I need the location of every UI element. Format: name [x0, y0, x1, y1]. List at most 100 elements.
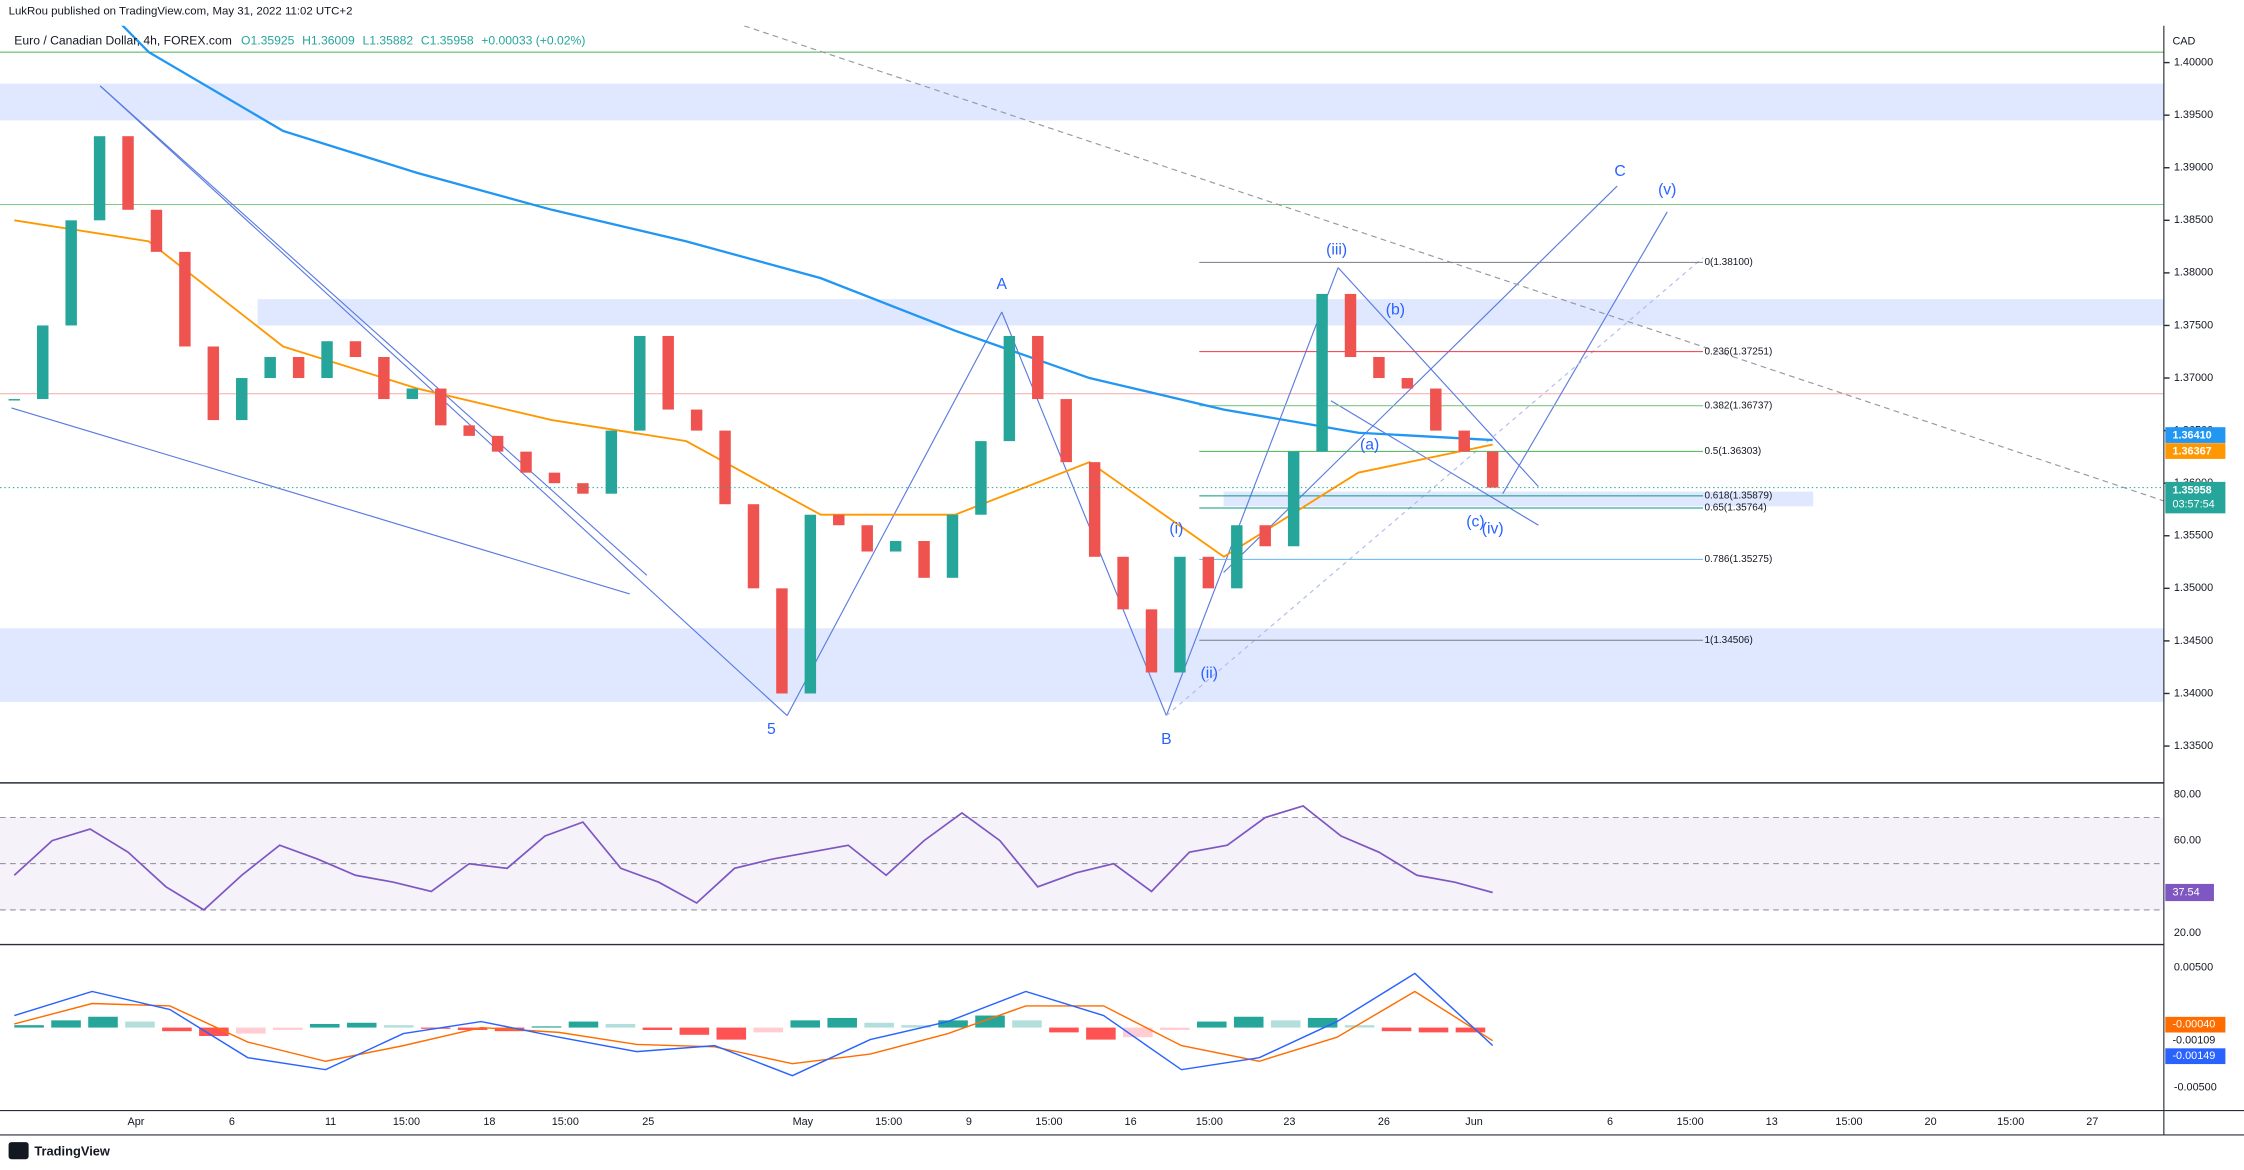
candle: [435, 388, 447, 426]
fib-label: 0.786(1.35275): [1704, 554, 1772, 565]
price-tick-label: 1.34000: [2174, 687, 2213, 699]
time-label: 6: [1607, 1116, 1613, 1128]
candle: [406, 388, 419, 400]
time-label: 15:00: [1196, 1116, 1223, 1128]
price-tick-label: 1.39500: [2174, 109, 2213, 121]
wave-label: C: [1614, 163, 1625, 180]
candle: [1316, 293, 1328, 452]
macd-bar: [1123, 1027, 1153, 1038]
time-label: 20: [1925, 1116, 1937, 1128]
fib-label: 0.382(1.36737): [1704, 400, 1772, 411]
countdown: 03:57:54: [2172, 499, 2214, 511]
trend-line: [11, 407, 630, 595]
macd-bar: [273, 1027, 303, 1030]
macd-bar: [790, 1020, 821, 1028]
candle: [292, 357, 305, 379]
macd-bar: [1381, 1027, 1412, 1032]
signal-line: [14, 990, 1494, 1065]
price-tag: [2165, 481, 2226, 514]
macd-bar: [1418, 1027, 1449, 1033]
price-tick-label: 1.33500: [2174, 740, 2213, 752]
price-tick-label: 1.37500: [2174, 319, 2213, 331]
macd-bar: [1160, 1027, 1190, 1030]
price-tick-label: 1.38000: [2174, 267, 2213, 279]
candle: [93, 136, 106, 221]
candle: [264, 357, 276, 379]
candle: [1088, 462, 1101, 557]
candle: [207, 346, 220, 421]
ohlc-low: L1.35882: [362, 34, 413, 48]
wave-label: (b): [1386, 302, 1405, 319]
macd-tick-label: 0.00500: [2174, 961, 2213, 973]
macd-bar: [938, 1020, 968, 1028]
time-label: 23: [1283, 1116, 1295, 1128]
price-tag: [2165, 427, 2226, 443]
macd-bar: [753, 1027, 784, 1033]
wave-label: 5: [767, 721, 776, 738]
candle: [690, 409, 703, 431]
macd-bar: [864, 1022, 894, 1028]
macd-bar: [346, 1022, 377, 1028]
macd-bar: [1049, 1027, 1079, 1033]
macd-bar: [605, 1023, 636, 1028]
candle: [1486, 451, 1499, 488]
macd-bar: [679, 1027, 710, 1035]
macd-bar: [1455, 1027, 1486, 1033]
symbol: Euro / Canadian Dollar, 4h, FOREX.com: [14, 34, 232, 48]
candle: [349, 341, 362, 358]
time-label: 27: [2086, 1116, 2098, 1128]
price-tick-label: 1.39000: [2174, 162, 2213, 174]
zone: [0, 628, 2164, 702]
macd-bar: [1307, 1017, 1338, 1028]
macd-bar: [1012, 1020, 1042, 1028]
macd-tag: [2165, 1032, 2226, 1049]
candle: [776, 588, 788, 694]
macd-bar: [88, 1016, 118, 1028]
macd-bar: [642, 1027, 673, 1030]
trend-line: [1165, 267, 1339, 716]
price-tick-label: 1.37000: [2174, 372, 2213, 384]
rsi-tag-label: 37.54: [2172, 886, 2199, 898]
candle: [37, 325, 49, 400]
candle: [833, 514, 845, 526]
macd-bar: [1233, 1016, 1264, 1028]
candle: [1430, 388, 1442, 431]
macd-tag-label: -0.00109: [2172, 1034, 2215, 1046]
time-label: May: [793, 1116, 814, 1128]
footer-brand: TradingView: [34, 1143, 111, 1158]
trend-line: [1001, 311, 1167, 716]
macd-bar: [309, 1023, 340, 1028]
time-label: 25: [642, 1116, 654, 1128]
macd-bar: [531, 1026, 562, 1028]
trend-line: [1502, 211, 1668, 495]
macd-bar: [1196, 1021, 1227, 1028]
trend-line: [1330, 400, 1539, 526]
macd-bar: [901, 1025, 931, 1028]
candle: [378, 357, 390, 400]
macd-bar: [716, 1027, 747, 1040]
candle: [1032, 335, 1044, 400]
time-label: 11: [325, 1116, 336, 1128]
fib-label: 1(1.34506): [1704, 635, 1752, 646]
trend-line-dashed: [744, 25, 2164, 502]
rsi-line: [13, 805, 1493, 911]
wave-label: B: [1161, 731, 1172, 748]
wave-label: (v): [1658, 182, 1676, 199]
macd-bar: [14, 1025, 44, 1028]
candle: [662, 335, 674, 410]
macd-bar: [827, 1017, 857, 1028]
macd-bar: [1344, 1025, 1375, 1028]
candle: [634, 335, 646, 431]
macd-bar: [383, 1025, 414, 1028]
time-label: 15:00: [875, 1116, 902, 1128]
time-label: 15:00: [393, 1116, 420, 1128]
candle: [577, 483, 589, 494]
macd-bar: [1270, 1020, 1301, 1028]
wave-label: (ii): [1201, 665, 1218, 682]
candle: [491, 435, 504, 452]
candle: [889, 541, 902, 552]
time-label: Apr: [128, 1116, 145, 1128]
wave-label: (a): [1360, 436, 1379, 453]
time-label: 15:00: [1677, 1116, 1704, 1128]
